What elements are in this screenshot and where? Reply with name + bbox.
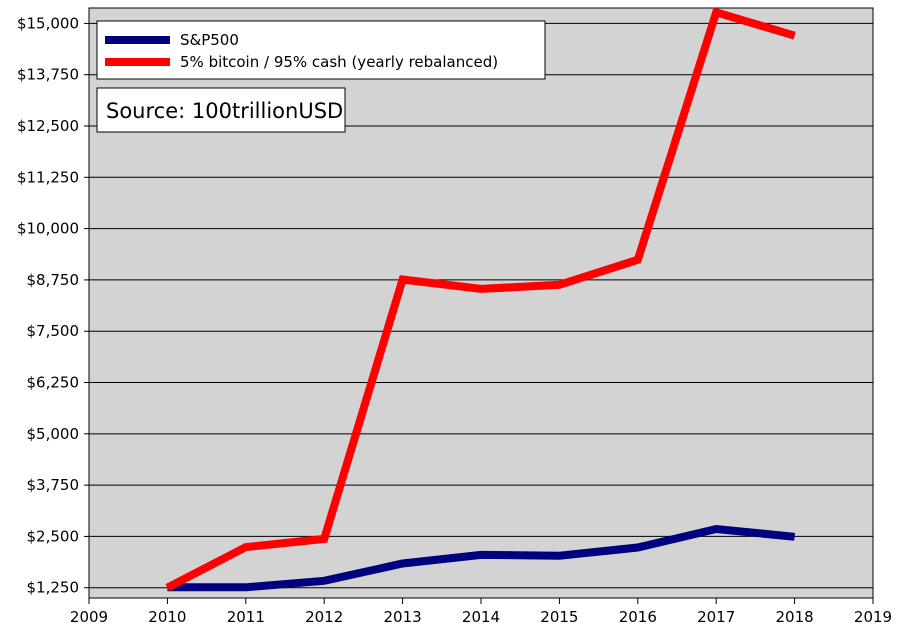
y-tick-label: $3,750 bbox=[27, 476, 80, 494]
y-tick-label: $7,500 bbox=[27, 322, 80, 340]
x-tick-label: 2015 bbox=[540, 608, 578, 626]
series-layer bbox=[165, 7, 796, 592]
y-tick-label: $5,000 bbox=[27, 425, 80, 443]
x-tick-label: 2012 bbox=[305, 608, 343, 626]
source-label: Source: 100trillionUSD bbox=[106, 99, 343, 123]
x-tick-label: 2019 bbox=[854, 608, 892, 626]
legend-label-1: 5% bitcoin / 95% cash (yearly rebalanced… bbox=[180, 53, 498, 71]
x-tick-label: 2018 bbox=[776, 608, 814, 626]
x-tick-label: 2011 bbox=[227, 608, 265, 626]
series-line-1 bbox=[165, 7, 796, 592]
y-tick-label: $8,750 bbox=[27, 271, 80, 289]
y-tick-label: $2,500 bbox=[27, 527, 80, 545]
x-tick-label: 2009 bbox=[70, 608, 108, 626]
y-tick-label: $15,000 bbox=[17, 14, 79, 32]
y-tick-label: $12,500 bbox=[17, 117, 79, 135]
legend: S&P500 5% bitcoin / 95% cash (yearly reba… bbox=[96, 20, 546, 80]
y-axis: $1,250 $2,500 $3,750 $5,000 $6,250 $7,500 $8,7… bbox=[17, 14, 89, 597]
x-tick-label: 2016 bbox=[619, 608, 657, 626]
y-tick-label: $10,000 bbox=[17, 220, 79, 238]
source-box-frame bbox=[96, 87, 346, 133]
series-line-0 bbox=[167, 524, 795, 592]
source-annotation: Source: 100trillionUSD bbox=[96, 87, 346, 133]
x-tick-label: 2013 bbox=[384, 608, 422, 626]
x-axis: 2009 2010 2011 2012 2013 2014 2015 2016 2017 2018… bbox=[70, 598, 892, 626]
y-tick-label: $11,250 bbox=[17, 168, 79, 186]
legend-box bbox=[96, 20, 546, 80]
y-tick-label: $1,250 bbox=[27, 579, 80, 597]
x-tick-label: 2014 bbox=[462, 608, 500, 626]
y-tick-label: $13,750 bbox=[17, 66, 79, 84]
legend-label-0: S&P500 bbox=[180, 31, 239, 49]
y-tick-label: $6,250 bbox=[27, 374, 80, 392]
x-tick-label: 2017 bbox=[697, 608, 735, 626]
x-tick-label: 2010 bbox=[148, 608, 186, 626]
